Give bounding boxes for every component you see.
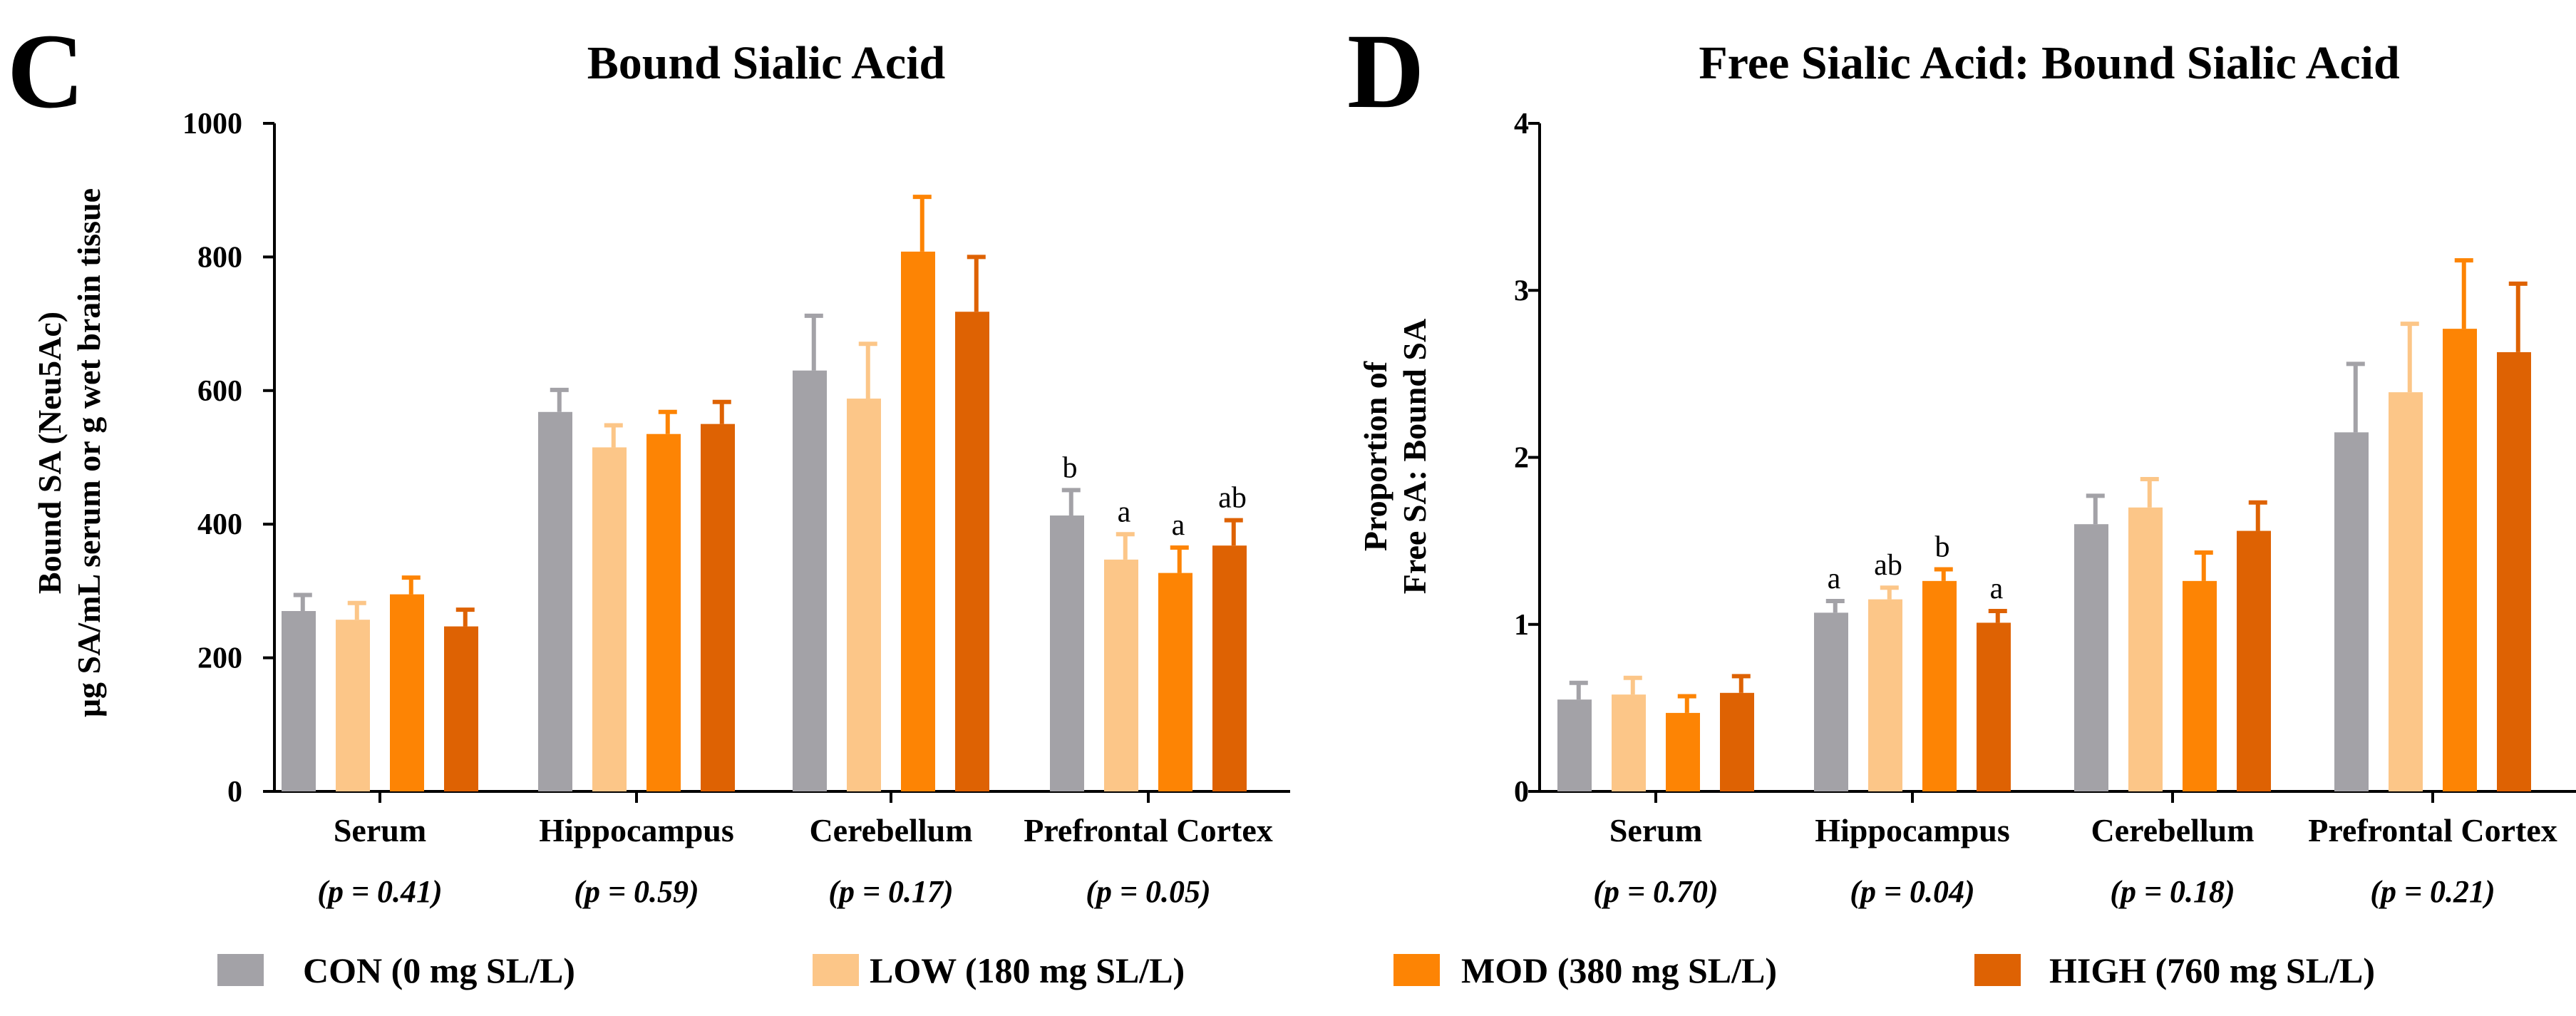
chart-c-bar — [282, 611, 316, 791]
chart-c-bar — [1158, 573, 1192, 791]
legend-swatch-high — [1974, 954, 2021, 986]
chart-c-bar — [444, 626, 478, 791]
chart-d-title: Free Sialic Acid: Bound Sialic Acid — [1699, 37, 2399, 89]
chart-c-significance-label: a — [1118, 496, 1131, 528]
chart-c-ytick-label: 200 — [197, 642, 242, 675]
legend-label-high: HIGH (760 mg SL/L) — [2049, 950, 2375, 990]
chart-d-pvalue-label: (p = 0.70) — [1593, 874, 1718, 909]
chart-d-bar — [2237, 530, 2271, 791]
chart-d-ytick-label: 3 — [1514, 274, 1529, 307]
chart-c-category-label: Prefrontal Cortex — [1024, 812, 1273, 848]
chart-d-bar — [2334, 432, 2369, 791]
chart-d-bar — [2074, 524, 2108, 791]
chart-c-bar — [1050, 515, 1084, 791]
chart-c-ytick-label: 1000 — [182, 108, 242, 140]
chart-d-bar — [2128, 507, 2163, 791]
chart-d-significance-label: ab — [1874, 549, 1902, 582]
chart-d-bar — [1814, 612, 1848, 791]
chart-c-bar — [592, 447, 627, 791]
chart-c-significance-label: a — [1172, 509, 1185, 542]
chart-d-bar — [2183, 580, 2217, 791]
legend-swatch-con — [217, 954, 264, 986]
chart-c-ylabel: Bound SA (Neu5Ac) μg SA/mL serum or g we… — [31, 188, 107, 717]
chart-d: 0 1 2 3 4 Serum (p = 0.70) Hippocampus (p = 0.04… — [1514, 108, 2576, 909]
chart-d-bar — [2497, 352, 2531, 791]
legend-label-mod: MOD (380 mg SL/L) — [1461, 950, 1777, 990]
chart-d-bar — [1720, 692, 1754, 791]
chart-c-category-label: Serum — [334, 812, 426, 848]
chart-d-ytick-label: 0 — [1514, 776, 1529, 809]
chart-c-bar — [701, 424, 735, 791]
chart-d-bar — [1612, 694, 1646, 791]
chart-d-significance-label: b — [1935, 530, 1950, 563]
chart-c-bar — [1104, 559, 1138, 791]
chart-d-category-label: Cerebellum — [2091, 812, 2254, 848]
chart-c-bar — [390, 594, 424, 791]
chart-c-ylabel-line1: Bound SA (Neu5Ac) — [31, 312, 68, 594]
chart-c-category-label: Hippocampus — [539, 812, 734, 848]
chart-d-ytick-label: 2 — [1514, 442, 1529, 475]
chart-c-pvalue-label: (p = 0.17) — [828, 874, 953, 909]
legend-label-low: LOW (180 mg SL/L) — [870, 950, 1185, 990]
chart-d-bar — [2389, 392, 2423, 791]
chart-c-pvalue-label: (p = 0.05) — [1086, 874, 1210, 909]
chart-c-ylabel-line2: μg SA/mL serum or g wet brain tissue — [71, 188, 107, 717]
chart-c: 0 200 400 600 800 1000 Serum (p = 0.41) Hippocam… — [182, 108, 1290, 909]
chart-d-bar — [1868, 599, 1902, 791]
chart-c-significance-label: ab — [1218, 482, 1247, 515]
panel-letter-c: C — [7, 12, 84, 130]
chart-d-ytick-label: 4 — [1514, 108, 1529, 140]
chart-d-category-label: Hippocampus — [1815, 812, 2010, 848]
legend-label-con: CON (0 mg SL/L) — [303, 950, 575, 990]
chart-d-bar — [1666, 712, 1700, 791]
chart-d-ytick-label: 1 — [1514, 609, 1529, 642]
chart-d-ylabel: Proportion of Free SA: Bound SA — [1357, 319, 1433, 594]
chart-c-pvalue-label: (p = 0.59) — [574, 874, 699, 909]
chart-c-bar — [901, 251, 935, 791]
chart-c-bar — [955, 312, 989, 791]
legend-swatch-low — [813, 954, 859, 986]
chart-d-pvalue-label: (p = 0.04) — [1850, 874, 1974, 909]
chart-c-significance-label: b — [1063, 451, 1078, 484]
chart-c-bar — [336, 620, 370, 791]
chart-d-bar — [1557, 699, 1592, 791]
chart-c-ytick-label: 600 — [197, 375, 242, 408]
chart-c-ytick-label: 400 — [197, 508, 242, 541]
chart-c-bar — [793, 370, 827, 791]
chart-d-significance-label: a — [1828, 563, 1841, 595]
legend: CON (0 mg SL/L) LOW (180 mg SL/L) MOD (3… — [217, 950, 2375, 990]
chart-c-bar — [1212, 545, 1247, 791]
chart-d-significance-label: a — [1990, 573, 2004, 605]
chart-c-pvalue-label: (p = 0.41) — [317, 874, 442, 909]
chart-c-bar — [538, 411, 572, 791]
chart-d-bar — [2443, 329, 2477, 791]
chart-c-title: Bound Sialic Acid — [587, 37, 946, 89]
legend-swatch-mod — [1393, 954, 1440, 986]
panel-letter-d: D — [1347, 12, 1424, 130]
chart-c-bar — [847, 399, 881, 791]
chart-c-bar — [646, 433, 681, 791]
chart-d-bar — [1922, 580, 1957, 791]
chart-c-ytick-label: 800 — [197, 241, 242, 274]
chart-d-pvalue-label: (p = 0.21) — [2370, 874, 2495, 909]
chart-c-category-label: Cerebellum — [809, 812, 972, 848]
chart-d-ylabel-line1: Proportion of — [1357, 361, 1393, 551]
chart-d-ylabel-line2: Free SA: Bound SA — [1396, 319, 1433, 594]
chart-c-ytick-label: 0 — [227, 776, 242, 809]
chart-d-bar — [1977, 622, 2011, 791]
chart-d-pvalue-label: (p = 0.18) — [2110, 874, 2235, 909]
chart-d-category-label: Prefrontal Cortex — [2308, 812, 2557, 848]
chart-d-category-label: Serum — [1609, 812, 1702, 848]
